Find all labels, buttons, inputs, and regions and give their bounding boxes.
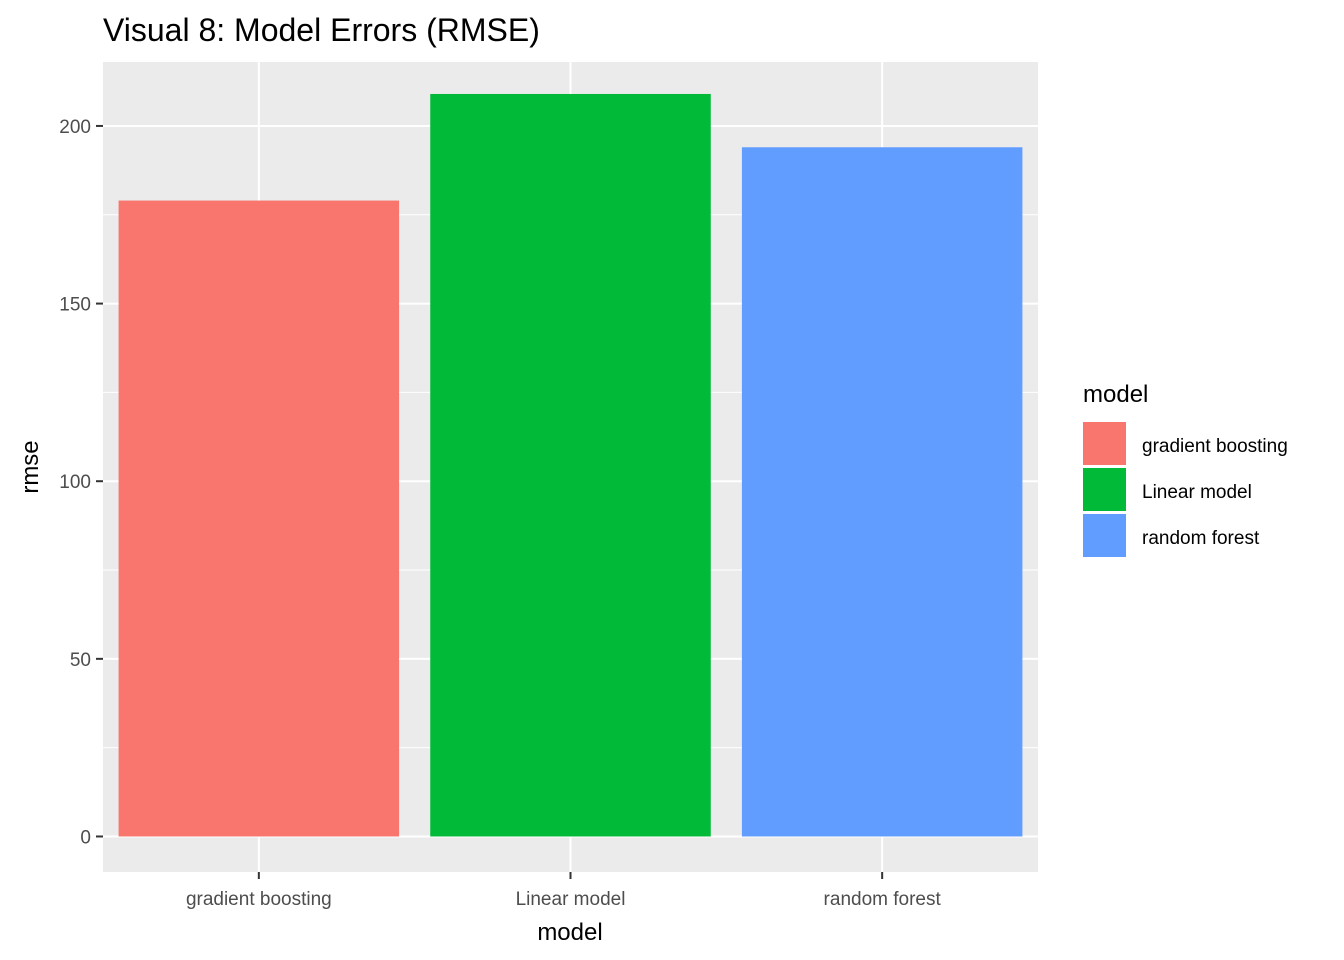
legend-swatch bbox=[1083, 514, 1126, 557]
legend-title: model bbox=[1083, 381, 1148, 408]
bar-random-forest bbox=[741, 147, 1023, 837]
chart-title: Visual 8: Model Errors (RMSE) bbox=[103, 12, 540, 48]
y-tick-label: 0 bbox=[80, 827, 91, 848]
x-axis: gradient boosting Linear model random fore… bbox=[186, 872, 942, 910]
legend-label: gradient boosting bbox=[1142, 436, 1288, 457]
y-tick-label: 150 bbox=[59, 295, 91, 316]
y-tick-label: 100 bbox=[59, 472, 91, 493]
bars bbox=[118, 93, 1023, 837]
legend-swatch bbox=[1083, 468, 1126, 511]
x-tick-label: random forest bbox=[824, 889, 942, 910]
y-axis-title: rmse bbox=[17, 440, 44, 493]
x-axis-title: model bbox=[537, 919, 602, 946]
y-tick-label: 50 bbox=[70, 650, 91, 671]
legend-label: Linear model bbox=[1142, 482, 1252, 503]
bar-gradient-boosting bbox=[118, 200, 400, 837]
legend: model gradient boosting Linear model rando… bbox=[1083, 381, 1288, 557]
bar-linear-model bbox=[430, 93, 711, 837]
y-axis: 0 50 100 150 200 bbox=[59, 117, 103, 848]
legend-swatch bbox=[1083, 422, 1126, 465]
x-tick-label: Linear model bbox=[516, 889, 626, 910]
y-tick-label: 200 bbox=[59, 117, 91, 138]
legend-label: random forest bbox=[1142, 528, 1260, 549]
x-tick-label: gradient boosting bbox=[186, 889, 332, 910]
